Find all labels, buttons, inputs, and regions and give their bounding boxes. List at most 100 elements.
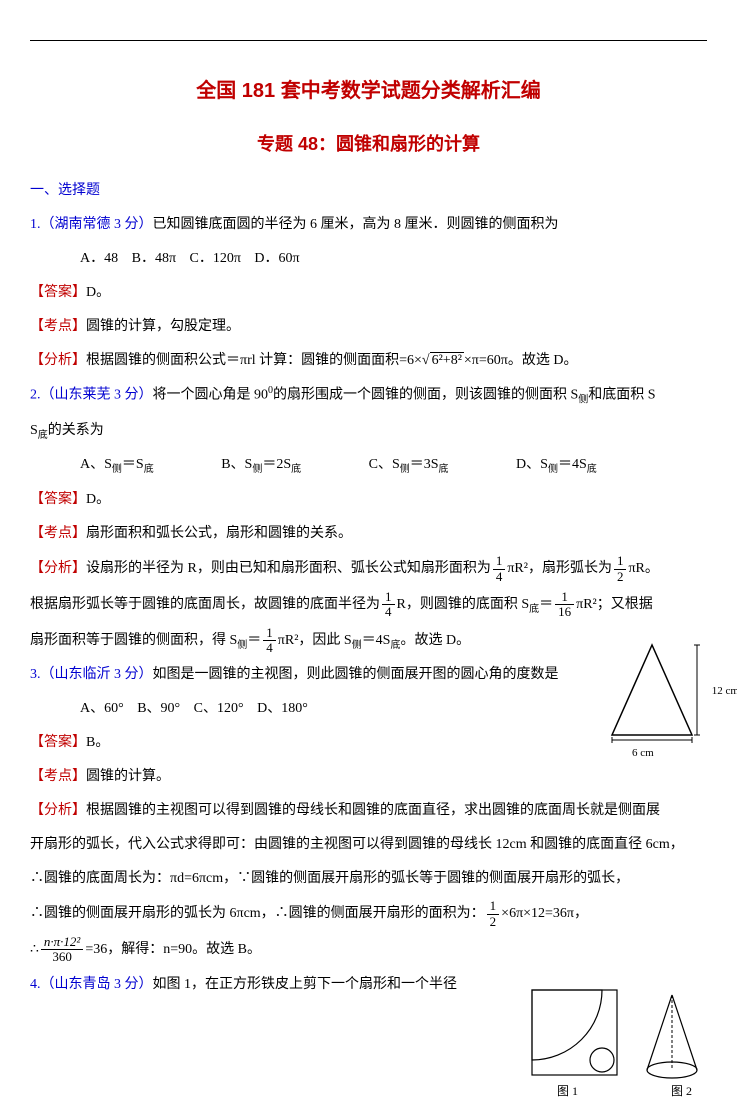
sub: 底 xyxy=(587,464,597,475)
sub: 底 xyxy=(144,464,154,475)
sub-ce: 侧 xyxy=(578,395,588,406)
q1-text: 已知圆锥底面圆的半径为 6 厘米，高为 8 厘米．则圆锥的侧面积为 xyxy=(153,217,559,232)
q4-figures: 图 1 图 2 xyxy=(527,985,707,1095)
t: πR。 xyxy=(628,561,658,576)
answer-value: D。 xyxy=(86,492,110,507)
fraction: 12 xyxy=(614,554,627,584)
sub-di: 底 xyxy=(38,429,48,440)
t: ＝ xyxy=(539,597,553,612)
keypoint-value: 扇形面积和弧长公式，扇形和圆锥的关系。 xyxy=(86,526,352,541)
q3-figure: 12 cm 6 cm xyxy=(597,640,707,750)
t: ＝ xyxy=(247,633,261,648)
sub: 侧 xyxy=(352,639,362,650)
base-label: 6 cm xyxy=(632,742,654,764)
t: R，则圆锥的底面积 S xyxy=(397,597,530,612)
answer-label: 【答案】 xyxy=(30,735,86,750)
fraction: 12 xyxy=(487,899,500,929)
radicand: 6²+8² xyxy=(430,352,464,368)
keypoint-value: 圆锥的计算。 xyxy=(86,769,170,784)
answer-value: D。 xyxy=(86,285,110,300)
opt-b: B、S xyxy=(221,457,252,472)
t: ＝4S xyxy=(362,633,391,648)
opt-d2: ＝4S xyxy=(558,457,587,472)
analysis-label: 【分析】 xyxy=(30,561,86,576)
q3-analysis-4: ∴圆锥的侧面展开扇形的弧长为 6πcm，∴圆锥的侧面展开扇形的面积为：12×6π… xyxy=(30,899,707,929)
q3-text: 如图是一圆锥的主视图，则此圆锥的侧面展开图的圆心角的度数是 xyxy=(153,667,559,682)
t: 根据圆锥的主视图可以得到圆锥的母线长和圆锥的底面直径，求出圆锥的底面周长就是侧面… xyxy=(86,803,660,818)
q3-source: 3.（山东临沂 3 分） xyxy=(30,667,153,682)
fraction: n·π·12²360 xyxy=(41,935,83,965)
q1-answer: 【答案】D。 xyxy=(30,279,707,307)
q2-t1: 将一个圆心角是 90 xyxy=(153,388,269,403)
sub: 底 xyxy=(529,604,539,615)
keypoint-value: 圆锥的计算，勾股定理。 xyxy=(86,319,240,334)
q1-analysis: 【分析】根据圆锥的侧面积公式＝πrl 计算：圆锥的侧面面积=6×√6²+8²×π… xyxy=(30,347,707,375)
q3-analysis-5: ∴n·π·12²360=36，解得：n=90。故选 B。 xyxy=(30,935,707,965)
den: 4 xyxy=(493,570,506,584)
sub: 侧 xyxy=(112,464,122,475)
t: 。故选 D。 xyxy=(400,633,470,648)
sub: 底 xyxy=(291,464,301,475)
q2-keypoint: 【考点】扇形面积和弧长公式，扇形和圆锥的关系。 xyxy=(30,520,707,548)
analysis-text: 根据圆锥的侧面积公式＝πrl 计算：圆锥的侧面面积=6× xyxy=(86,353,422,368)
q2-source: 2.（山东莱芜 3 分） xyxy=(30,388,153,403)
num: 1 xyxy=(382,590,395,605)
den: 2 xyxy=(614,570,627,584)
num: 1 xyxy=(487,899,500,914)
fig2-label: 图 2 xyxy=(671,1079,692,1103)
q2-analysis-2: 根据扇形弧长等于圆锥的底面周长，故圆锥的底面半径为14R，则圆锥的底面积 S底＝… xyxy=(30,590,707,620)
q2-stem: 2.（山东莱芜 3 分）将一个圆心角是 900的扇形围成一个圆锥的侧面，则该圆锥… xyxy=(30,381,707,410)
num: 1 xyxy=(555,590,574,605)
height-label: 12 cm xyxy=(712,680,737,702)
answer-label: 【答案】 xyxy=(30,492,86,507)
analysis-label: 【分析】 xyxy=(30,353,86,368)
fraction: 116 xyxy=(555,590,574,620)
num: 1 xyxy=(263,626,276,641)
t: πR²；又根据 xyxy=(576,597,653,612)
den: 2 xyxy=(487,915,500,929)
section-heading: 一、选择题 xyxy=(30,177,707,205)
t: 扇形面积等于圆锥的侧面积，得 S xyxy=(30,633,237,648)
sub: 侧 xyxy=(237,639,247,650)
q2-answer: 【答案】D。 xyxy=(30,486,707,514)
den: 4 xyxy=(382,605,395,619)
analysis-label: 【分析】 xyxy=(30,803,86,818)
opt-a: A、S xyxy=(80,457,112,472)
fraction: 14 xyxy=(493,554,506,584)
q4-source: 4.（山东青岛 3 分） xyxy=(30,977,153,992)
sub: 侧 xyxy=(400,464,410,475)
num: 1 xyxy=(614,554,627,569)
opt-c: C、S xyxy=(369,457,400,472)
keypoint-label: 【考点】 xyxy=(30,319,86,334)
opt-c2: ＝3S xyxy=(410,457,439,472)
num: n·π·12² xyxy=(41,935,83,950)
opt-d: D、S xyxy=(516,457,548,472)
opt-b2: ＝2S xyxy=(262,457,291,472)
sub: 侧 xyxy=(252,464,262,475)
fraction: 14 xyxy=(263,626,276,656)
t: =36，解得：n=90。故选 B。 xyxy=(85,942,261,957)
q1-keypoint: 【考点】圆锥的计算，勾股定理。 xyxy=(30,313,707,341)
keypoint-label: 【考点】 xyxy=(30,769,86,784)
top-rule xyxy=(30,40,707,41)
opt-a2: ＝S xyxy=(122,457,144,472)
sub: 底 xyxy=(390,639,400,650)
q3-keypoint: 【考点】圆锥的计算。 xyxy=(30,763,707,791)
fig1-label: 图 1 xyxy=(557,1079,578,1103)
q4-text: 如图 1，在正方形铁皮上剪下一个扇形和一个半径 xyxy=(153,977,458,992)
t: πR²，因此 S xyxy=(278,633,352,648)
triangle-icon xyxy=(597,640,707,750)
answer-value: B。 xyxy=(86,735,109,750)
sub: 底 xyxy=(439,464,449,475)
t: ×6π×12=36π， xyxy=(501,907,588,922)
sub-title: 专题 48：圆锥和扇形的计算 xyxy=(30,126,707,162)
den: 16 xyxy=(555,605,574,619)
t: ∴ xyxy=(30,942,39,957)
den: 4 xyxy=(263,641,276,655)
q2-stem-cont: S底的关系为 xyxy=(30,417,707,446)
fraction: 14 xyxy=(382,590,395,620)
t: 设扇形的半径为 R，则由已知和扇形面积、弧长公式知扇形面积为 xyxy=(86,561,491,576)
t: ∴圆锥的侧面展开扇形的弧长为 6πcm，∴圆锥的侧面展开扇形的面积为： xyxy=(30,907,485,922)
t: πR²，扇形弧长为 xyxy=(507,561,612,576)
q3-analysis-3: ∴圆锥的底面周长为：πd=6πcm，∵圆锥的侧面展开扇形的弧长等于圆锥的侧面展开… xyxy=(30,865,707,893)
